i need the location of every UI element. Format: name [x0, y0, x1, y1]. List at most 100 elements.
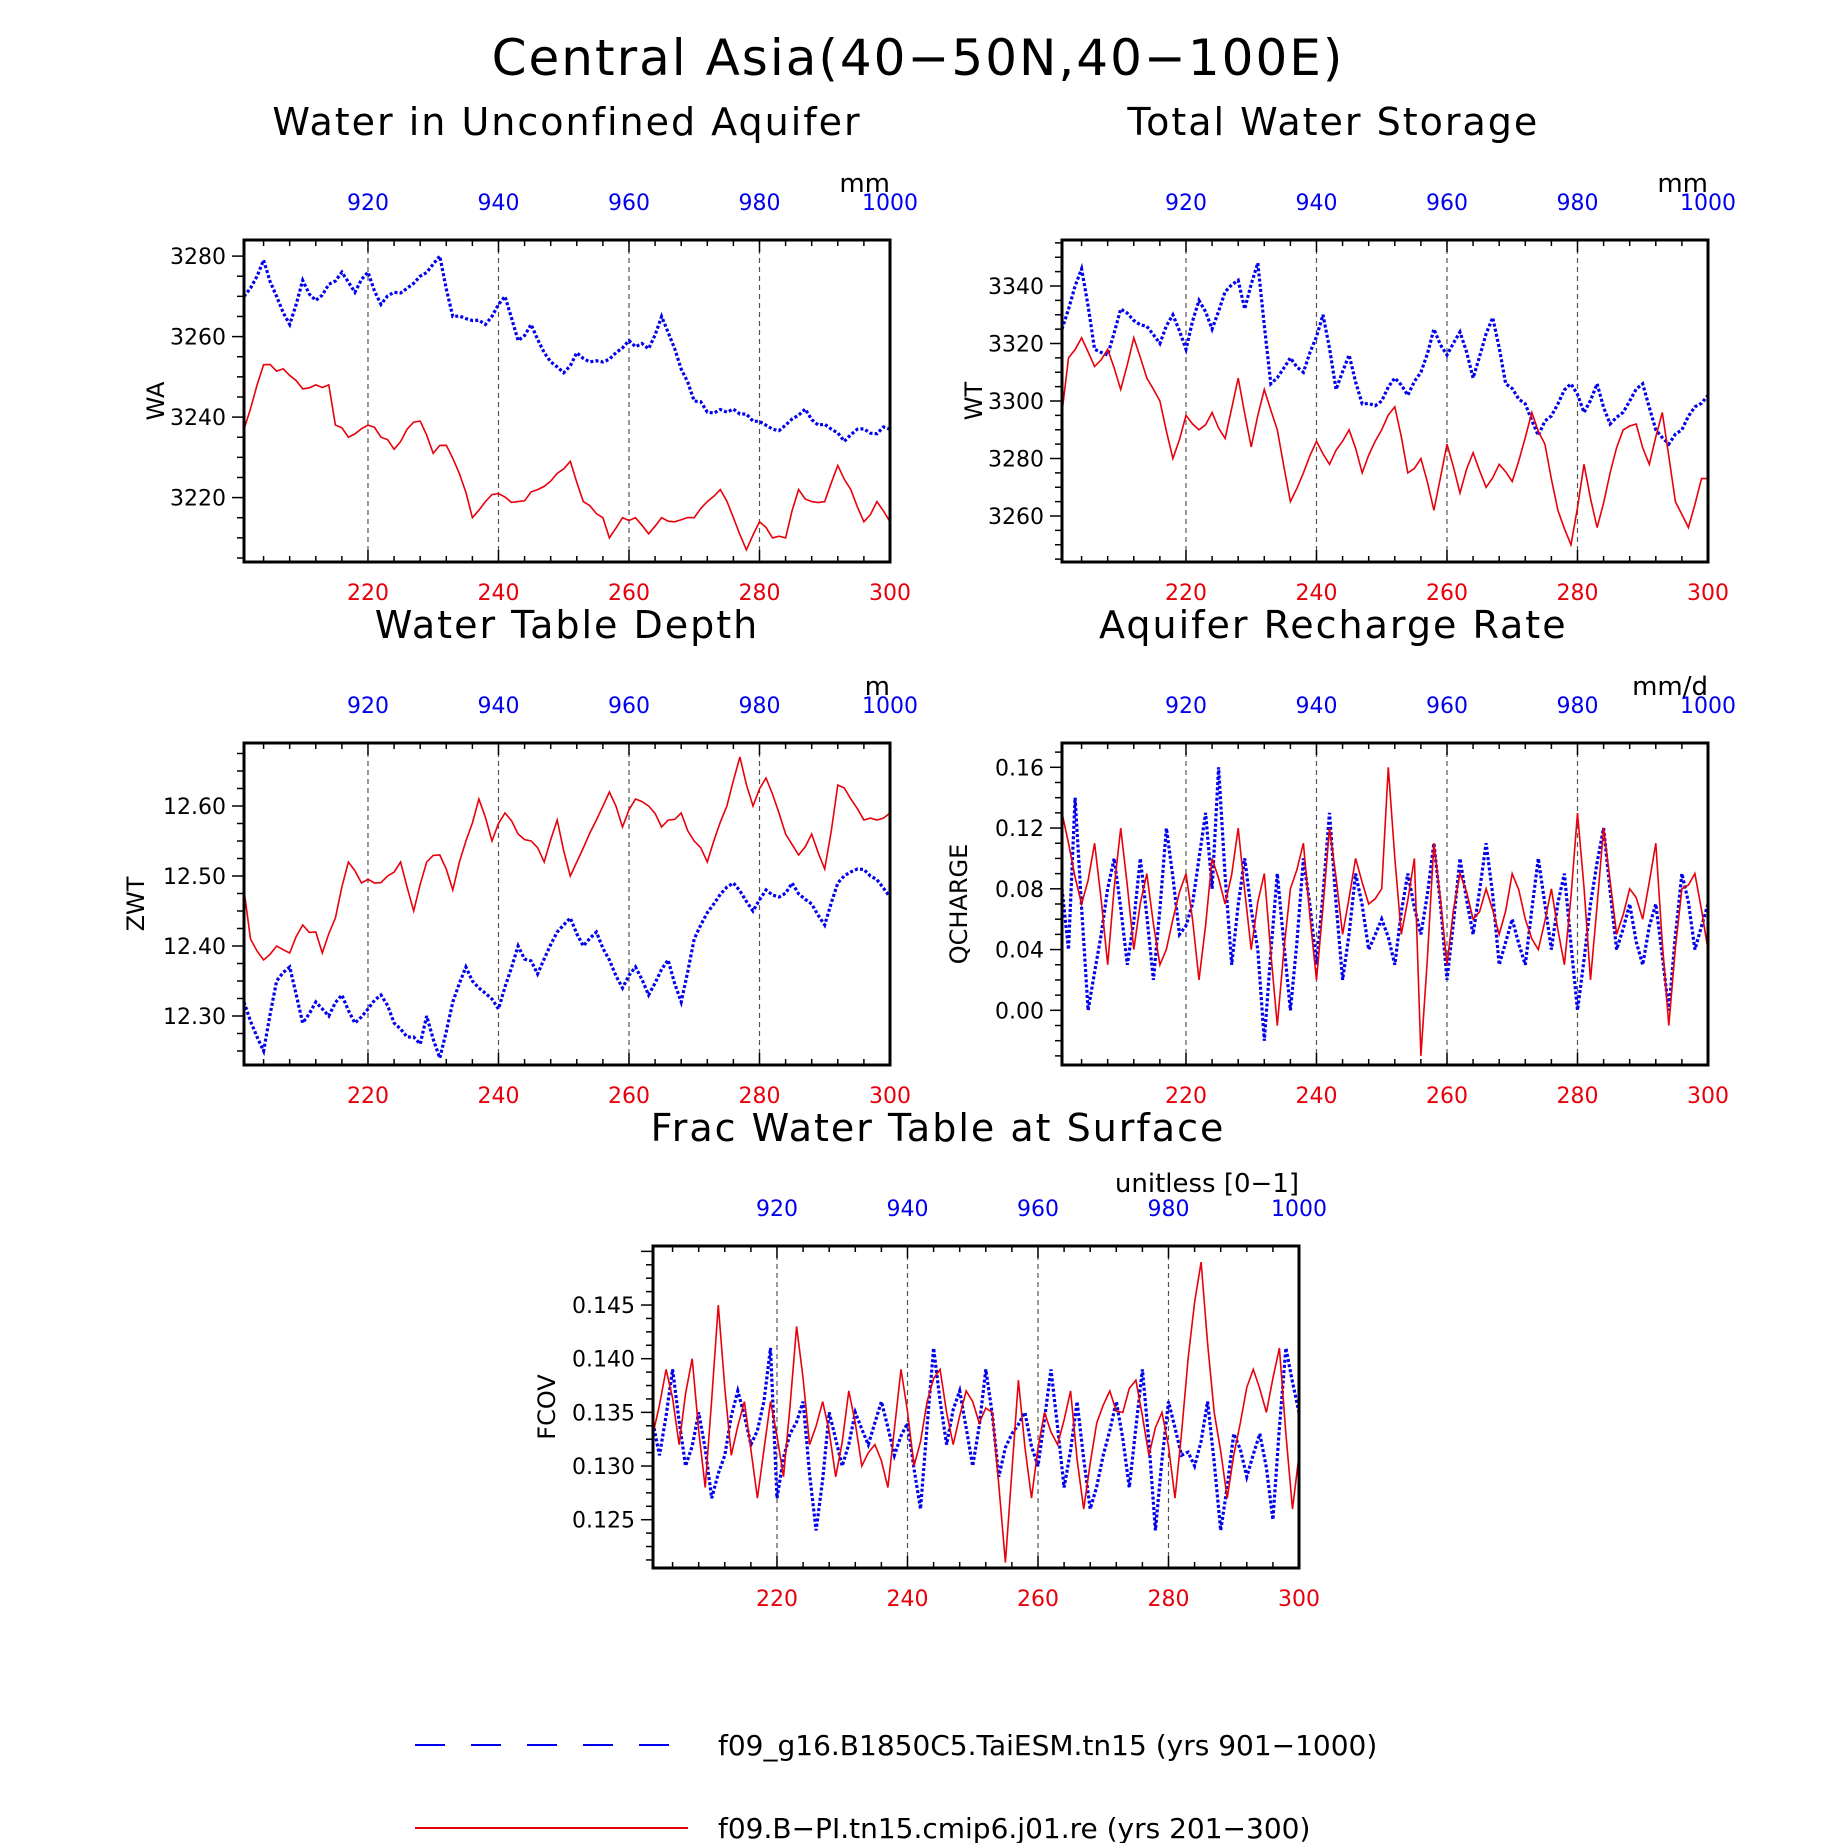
plot-frame	[242, 238, 892, 564]
x-tick-label-bottom: 300	[1687, 1084, 1729, 1109]
y-tick-label: 0.12	[995, 817, 1044, 842]
x-tick-label-top: 940	[1295, 191, 1337, 216]
y-axis-label: FCOV	[533, 1374, 561, 1440]
y-tick-label: 0.130	[572, 1455, 635, 1480]
x-tick-label-top: 960	[1426, 694, 1468, 719]
y-axis-label: ZWT	[122, 876, 150, 931]
x-tick-label-bottom: 280	[1556, 581, 1598, 606]
x-tick-label-top: 980	[738, 191, 780, 216]
series-group	[244, 756, 890, 1064]
series-red-line	[653, 1261, 1299, 1563]
x-tick-label-bottom: 240	[477, 1084, 519, 1109]
y-tick-label: 12.60	[163, 795, 226, 820]
x-tick-label-bottom: 220	[1165, 1084, 1207, 1109]
y-axis-label: WT	[960, 381, 988, 420]
legend-label: f09.B−PI.tn15.cmip6.j01.re (yrs 201−300)	[718, 1812, 1310, 1843]
y-axis-label: WA	[142, 381, 170, 420]
x-tick-label-bottom: 260	[608, 1084, 650, 1109]
x-tick-label-top: 940	[1295, 694, 1337, 719]
x-tick-label-bottom: 220	[347, 1084, 389, 1109]
units-label: mm	[1657, 169, 1708, 199]
y-tick-label: 3300	[988, 390, 1044, 415]
panel-5: Frac Water Table at Surface unitless [0−1…	[533, 1106, 1327, 1612]
x-tick-label-bottom: 260	[1017, 1587, 1059, 1612]
series-group	[1062, 262, 1708, 548]
x-tick-label-bottom: 300	[869, 1084, 911, 1109]
y-tick-label: 3260	[988, 505, 1044, 530]
units-label: unitless [0−1]	[1115, 1169, 1299, 1199]
x-tick-label-bottom: 260	[608, 581, 650, 606]
x-tick-label-top: 1000	[1680, 694, 1736, 719]
x-tick-label-top: 1000	[862, 191, 918, 216]
x-tick-label-top: 940	[477, 694, 519, 719]
series-group	[244, 252, 890, 552]
legend-label: f09_g16.B1850C5.TaiESM.tn15 (yrs 901−100…	[718, 1729, 1377, 1762]
plot-frame	[242, 741, 892, 1067]
units-label: mm	[839, 169, 890, 199]
x-tick-label-top: 960	[1426, 191, 1468, 216]
x-tick-label-top: 920	[347, 694, 389, 719]
units-label: m	[865, 672, 890, 702]
x-tick-label-bottom: 220	[756, 1587, 798, 1612]
series-red-line	[1062, 767, 1708, 1056]
x-tick-label-bottom: 240	[886, 1587, 928, 1612]
y-tick-label: 3280	[170, 245, 226, 270]
legend-item-1: f09_g16.B1850C5.TaiESM.tn15 (yrs 901−100…	[415, 1729, 1377, 1762]
x-tick-label-top: 940	[477, 191, 519, 216]
x-tick-label-bottom: 240	[1295, 581, 1337, 606]
y-tick-label: 12.30	[163, 1005, 226, 1030]
y-tick-label: 0.135	[572, 1401, 635, 1426]
legend-item-2: f09.B−PI.tn15.cmip6.j01.re (yrs 201−300)	[415, 1812, 1310, 1843]
y-tick-label: 0.140	[572, 1348, 635, 1373]
x-tick-label-bottom: 220	[1165, 581, 1207, 606]
x-tick-label-top: 920	[1165, 694, 1207, 719]
x-tick-label-bottom: 300	[1687, 581, 1729, 606]
x-tick-label-top: 980	[1556, 694, 1598, 719]
x-tick-label-top: 960	[608, 694, 650, 719]
series-blue-line	[1062, 767, 1708, 1041]
y-tick-label: 0.16	[995, 756, 1044, 781]
x-tick-label-bottom: 240	[1295, 1084, 1337, 1109]
x-tick-label-bottom: 300	[1278, 1587, 1320, 1612]
legend: f09_g16.B1850C5.TaiESM.tn15 (yrs 901−100…	[415, 1729, 1377, 1843]
series-red-line	[244, 363, 890, 552]
x-tick-label-bottom: 280	[738, 581, 780, 606]
units-label: mm/d	[1632, 672, 1708, 702]
y-tick-label: 0.125	[572, 1509, 635, 1534]
y-tick-label: 3240	[170, 406, 226, 431]
x-tick-label-bottom: 220	[347, 581, 389, 606]
x-tick-label-bottom: 280	[738, 1084, 780, 1109]
x-tick-label-top: 960	[608, 191, 650, 216]
x-tick-label-top: 1000	[1680, 191, 1736, 216]
x-tick-label-top: 920	[756, 1197, 798, 1222]
y-tick-label: 0.00	[995, 999, 1044, 1024]
panel-3: Water Table Depth m 220 240 260 280 300 920 940 9…	[122, 603, 918, 1109]
series-red-line	[244, 756, 890, 962]
x-tick-label-bottom: 280	[1556, 1084, 1598, 1109]
x-tick-label-top: 1000	[862, 694, 918, 719]
panel-title: Total Water Storage	[1126, 100, 1539, 144]
series-group	[1062, 767, 1708, 1056]
x-tick-label-bottom: 280	[1147, 1587, 1189, 1612]
y-tick-label: 3340	[988, 275, 1044, 300]
x-tick-label-top: 1000	[1271, 1197, 1327, 1222]
x-tick-label-top: 940	[886, 1197, 928, 1222]
y-tick-label: 3260	[170, 326, 226, 351]
series-blue-line	[1062, 262, 1708, 447]
series-red-line	[1062, 334, 1708, 548]
panel-2: Total Water Storage mm 220 240 260 280 300 920 9…	[960, 100, 1736, 606]
y-tick-label: 3280	[988, 448, 1044, 473]
x-tick-label-bottom: 240	[477, 581, 519, 606]
series-blue-line	[244, 867, 890, 1064]
y-tick-label: 0.04	[995, 939, 1044, 964]
x-tick-label-top: 960	[1017, 1197, 1059, 1222]
y-tick-label: 0.08	[995, 878, 1044, 903]
panel-4: Aquifer Recharge Rate mm/d 220 240 260 280 300…	[945, 603, 1736, 1109]
y-axis-label: QCHARGE	[945, 844, 973, 965]
y-tick-label: 0.145	[572, 1294, 635, 1319]
panel-title: Aquifer Recharge Rate	[1099, 603, 1568, 647]
plot-frame	[651, 1244, 1301, 1570]
panel-title: Water in Unconfined Aquifer	[272, 100, 861, 144]
x-tick-label-top: 980	[1556, 191, 1598, 216]
